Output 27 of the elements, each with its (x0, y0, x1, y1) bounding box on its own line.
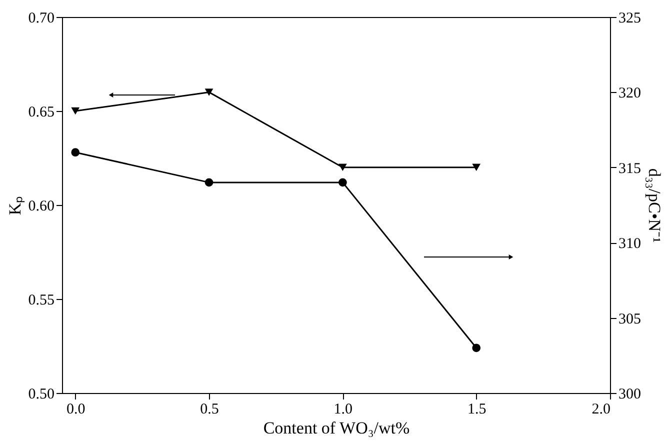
point (472, 164, 481, 172)
point (472, 344, 481, 352)
y2-tick-label: 300 (618, 386, 641, 402)
x-tick-label: 0.0 (66, 402, 86, 418)
point (204, 88, 214, 96)
x-tick-label: 0.5 (200, 402, 219, 418)
y2-tick-label: 310 (618, 236, 641, 252)
y-tick-label: 0.50 (28, 386, 54, 402)
point (71, 107, 80, 115)
y-tick-label: 0.60 (28, 198, 54, 214)
y-axis-title: Kₚ (5, 196, 26, 216)
point (204, 178, 214, 187)
y2-axis-title: d₃₃/pC•N⁻¹ (645, 168, 664, 243)
y2-tick-label: 305 (618, 311, 641, 328)
x-tick-label: 2.0 (592, 402, 610, 418)
point (71, 148, 80, 157)
x-tick-label: 1.5 (467, 402, 486, 418)
x-tick-label: 1.0 (334, 402, 353, 418)
x-axis-title: Content of WO₃/wt% (263, 418, 410, 438)
point (338, 178, 347, 187)
y-tick-label: 0.70 (28, 10, 54, 26)
y2-tick-label: 315 (618, 160, 641, 177)
y-tick-label: 0.55 (28, 292, 54, 308)
y2-tick-label: 325 (618, 10, 641, 26)
y-tick-label: 0.65 (28, 104, 54, 120)
y2-tick-label: 320 (618, 86, 641, 102)
point (338, 164, 347, 172)
